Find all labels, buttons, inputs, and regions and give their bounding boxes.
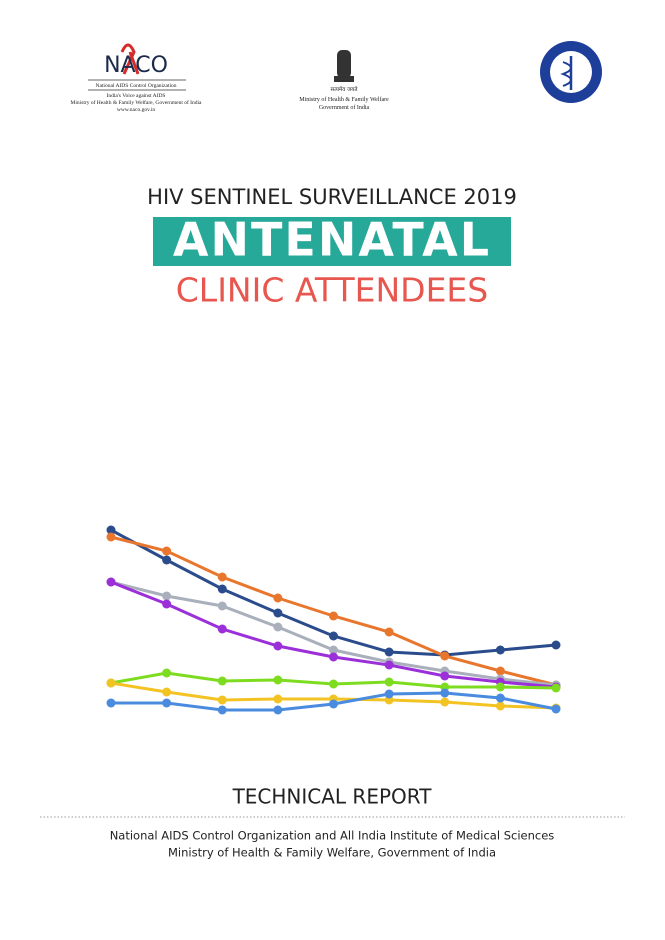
data-point bbox=[384, 647, 394, 657]
data-point bbox=[384, 689, 394, 699]
data-point bbox=[440, 671, 450, 681]
data-point bbox=[106, 577, 116, 587]
data-point bbox=[162, 668, 172, 678]
kicker: HIV SENTINEL SURVEILLANCE 2019 bbox=[147, 185, 517, 209]
data-point bbox=[106, 532, 116, 542]
line-chart bbox=[106, 525, 561, 715]
footer-line: Ministry of Health & Family Welfare, Gov… bbox=[168, 846, 496, 860]
data-point bbox=[162, 555, 172, 565]
data-point bbox=[217, 584, 227, 594]
data-point bbox=[329, 679, 338, 689]
data-point bbox=[384, 660, 394, 670]
data-point bbox=[273, 675, 283, 685]
data-point bbox=[273, 593, 283, 603]
data-point bbox=[495, 701, 505, 711]
data-point bbox=[162, 698, 172, 708]
data-point bbox=[162, 687, 172, 697]
emblem-line: Ministry of Health & Family Welfare bbox=[299, 96, 389, 103]
emblem-icon bbox=[334, 50, 354, 82]
data-point bbox=[273, 694, 283, 704]
footer-line: National AIDS Control Organization and A… bbox=[110, 829, 555, 843]
aiims-logo bbox=[540, 41, 602, 103]
naco-tagline: India's Voice against AIDS bbox=[107, 93, 166, 99]
data-point bbox=[440, 697, 450, 707]
data-point bbox=[273, 622, 283, 632]
data-point bbox=[217, 601, 227, 611]
emblem-motto: सत्यमेव जयते bbox=[330, 86, 358, 93]
data-point bbox=[162, 591, 172, 601]
naco-url: www.naco.gov.in bbox=[117, 107, 155, 113]
ribbon-icon bbox=[120, 43, 140, 75]
data-point bbox=[551, 640, 561, 650]
data-point bbox=[217, 705, 227, 715]
data-point bbox=[217, 624, 227, 634]
title-band bbox=[153, 217, 511, 266]
data-point bbox=[551, 683, 561, 693]
data-point bbox=[329, 611, 338, 621]
data-point bbox=[106, 698, 116, 708]
data-point bbox=[384, 627, 394, 637]
data-point bbox=[217, 676, 227, 686]
data-point bbox=[329, 631, 338, 641]
data-point bbox=[495, 682, 505, 692]
naco-name: National AIDS Control Organization bbox=[95, 83, 176, 89]
data-point bbox=[495, 693, 505, 703]
data-point bbox=[329, 652, 338, 662]
emblem-line: Government of India bbox=[319, 104, 370, 111]
data-point bbox=[329, 699, 338, 709]
naco-logo: NACO bbox=[104, 53, 168, 78]
naco-ministry: Ministry of Health & Family Welfare, Gov… bbox=[71, 99, 203, 106]
subtitle: CLINIC ATTENDEES bbox=[176, 271, 488, 310]
data-point bbox=[495, 666, 505, 676]
report-label: TECHNICAL REPORT bbox=[232, 785, 433, 809]
data-point bbox=[329, 645, 338, 655]
data-point bbox=[384, 677, 394, 687]
data-point bbox=[551, 704, 561, 714]
data-point bbox=[440, 688, 450, 698]
data-point bbox=[106, 525, 116, 535]
data-point bbox=[273, 705, 283, 715]
main-title: ANTENATAL bbox=[173, 213, 491, 267]
data-point bbox=[273, 641, 283, 651]
data-point bbox=[162, 546, 172, 556]
data-point bbox=[162, 599, 172, 609]
data-point bbox=[440, 651, 450, 661]
data-point bbox=[217, 695, 227, 705]
data-point bbox=[106, 678, 116, 688]
data-point bbox=[495, 645, 505, 655]
data-point bbox=[217, 572, 227, 582]
data-point bbox=[273, 608, 283, 618]
